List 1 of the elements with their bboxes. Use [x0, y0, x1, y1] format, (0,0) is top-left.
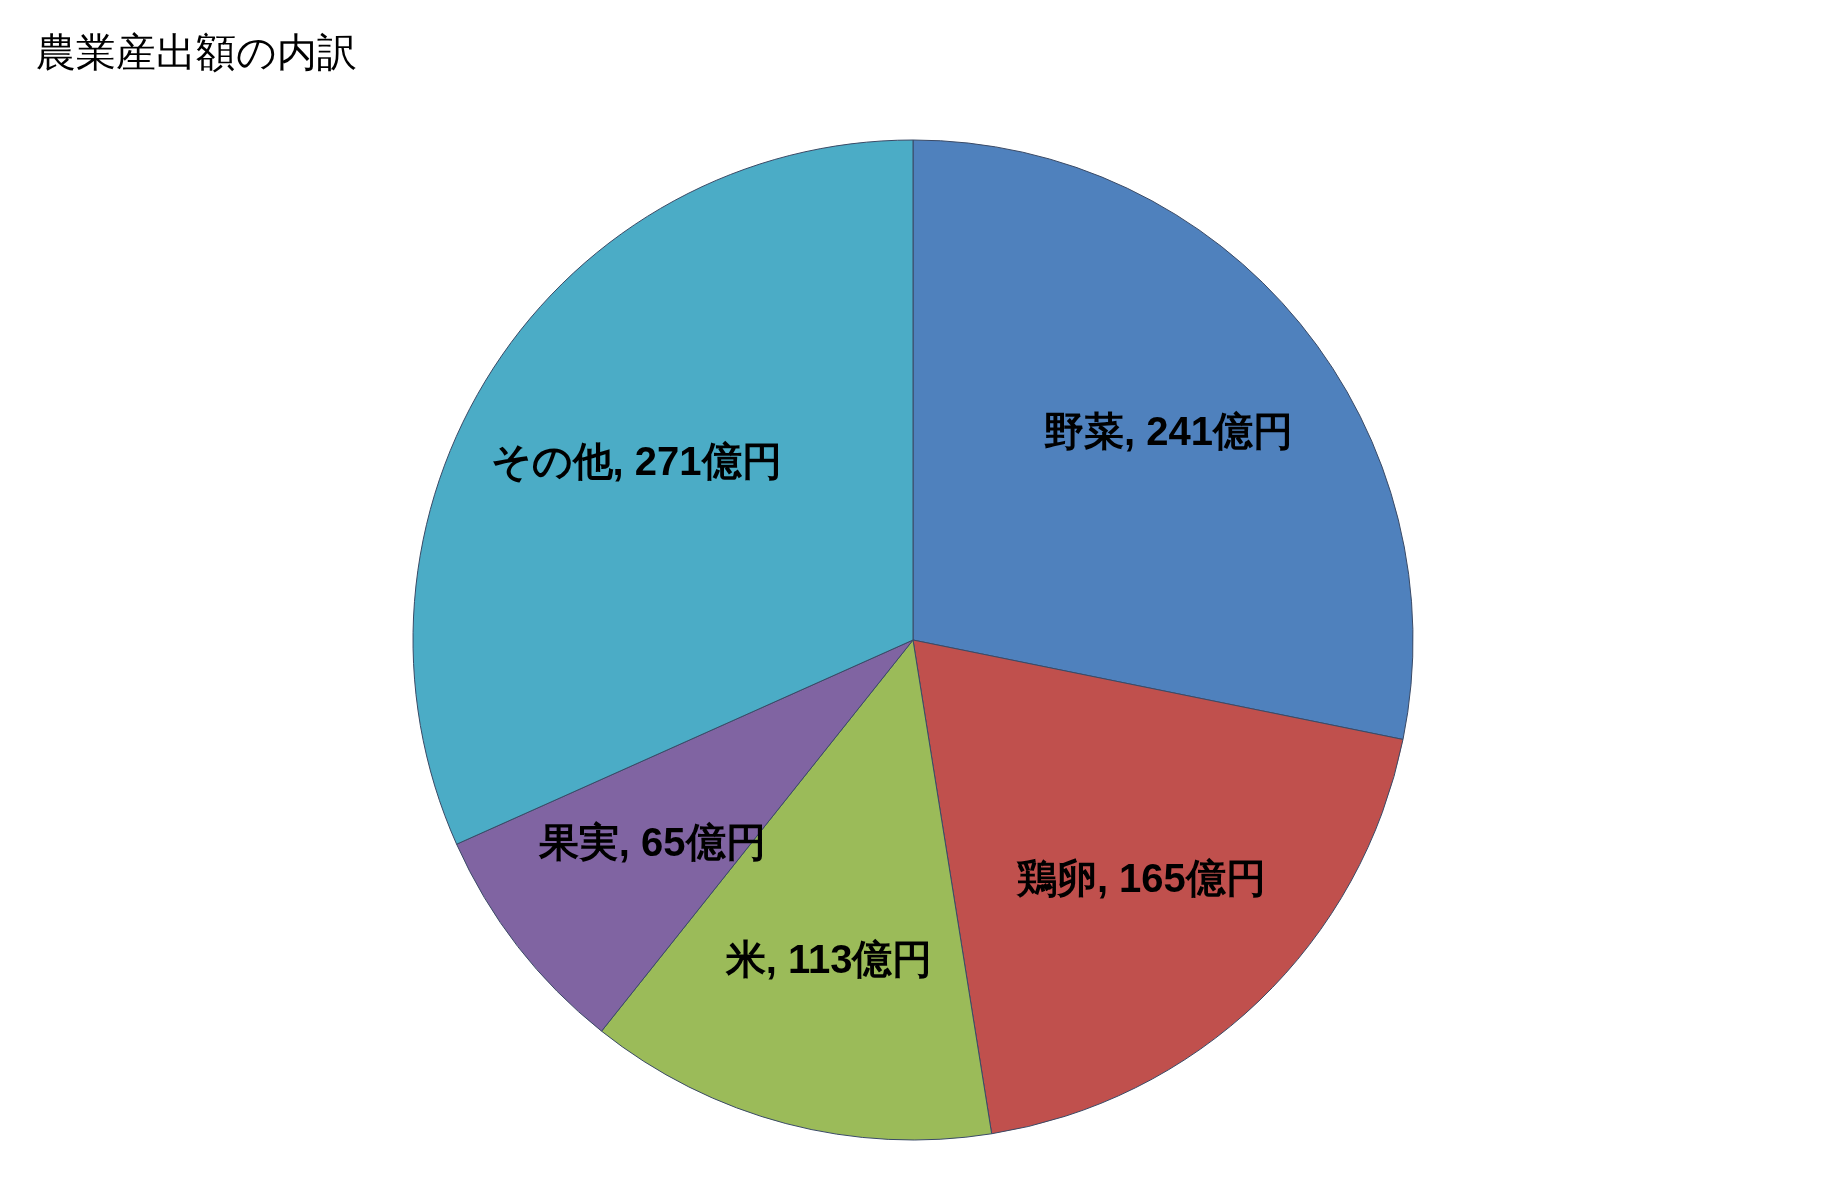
title: 農業産出額の内訳	[36, 30, 357, 74]
